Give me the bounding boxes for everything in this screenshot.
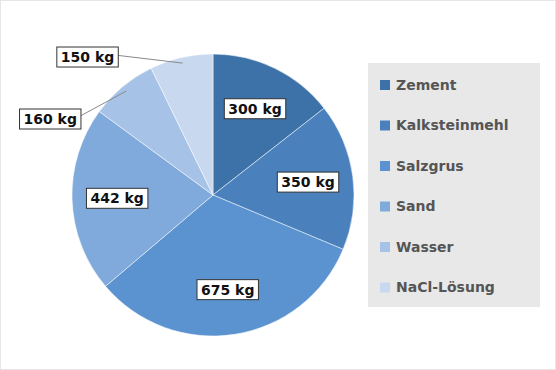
legend-marker	[380, 283, 390, 293]
legend-marker	[380, 121, 390, 131]
pie-slice	[151, 54, 213, 195]
data-label: 300 kg	[224, 99, 285, 119]
legend-marker	[380, 161, 390, 171]
data-label-text: 160 kg	[24, 111, 77, 127]
data-label: 350 kg	[277, 172, 338, 192]
legend-label: NaCl-Lösung	[396, 279, 495, 295]
label-box	[20, 109, 81, 129]
leader-line	[78, 91, 126, 117]
label-box	[86, 188, 147, 208]
data-label: 442 kg	[86, 188, 147, 208]
legend-label: Zement	[396, 77, 457, 93]
data-labels: 300 kg 350 kg 675 kg 442 kg 160 kg 150 kg	[20, 47, 339, 300]
data-label-text: 442 kg	[90, 190, 143, 206]
legend: Zement Kalksteinmehl Salzgrus Sand Wasser NaC…	[368, 63, 540, 307]
legend-marker	[380, 242, 390, 252]
legend-marker	[380, 202, 390, 212]
data-label: 675 kg	[197, 280, 258, 300]
legend-label: Sand	[396, 198, 436, 214]
data-label-text: 675 kg	[201, 282, 254, 298]
data-label-text: 350 kg	[281, 174, 334, 190]
data-label-text: 150 kg	[61, 49, 114, 65]
chart: 300 kg 350 kg 675 kg 442 kg 160 kg 150 kg Zeme…	[0, 0, 556, 370]
data-label-text: 300 kg	[228, 101, 281, 117]
pie	[72, 54, 354, 336]
legend-label: Salzgrus	[396, 158, 464, 174]
label-box	[224, 99, 285, 119]
label-box	[277, 172, 338, 192]
leader-line	[116, 55, 183, 63]
background	[1, 1, 556, 370]
label-box	[57, 47, 118, 67]
data-label: 150 kg	[57, 47, 118, 67]
legend-marker	[380, 80, 390, 90]
label-box	[197, 280, 258, 300]
legend-label: Kalksteinmehl	[396, 117, 509, 133]
legend-label: Wasser	[396, 239, 454, 255]
legend-box	[368, 63, 540, 307]
data-label: 160 kg	[20, 109, 81, 129]
